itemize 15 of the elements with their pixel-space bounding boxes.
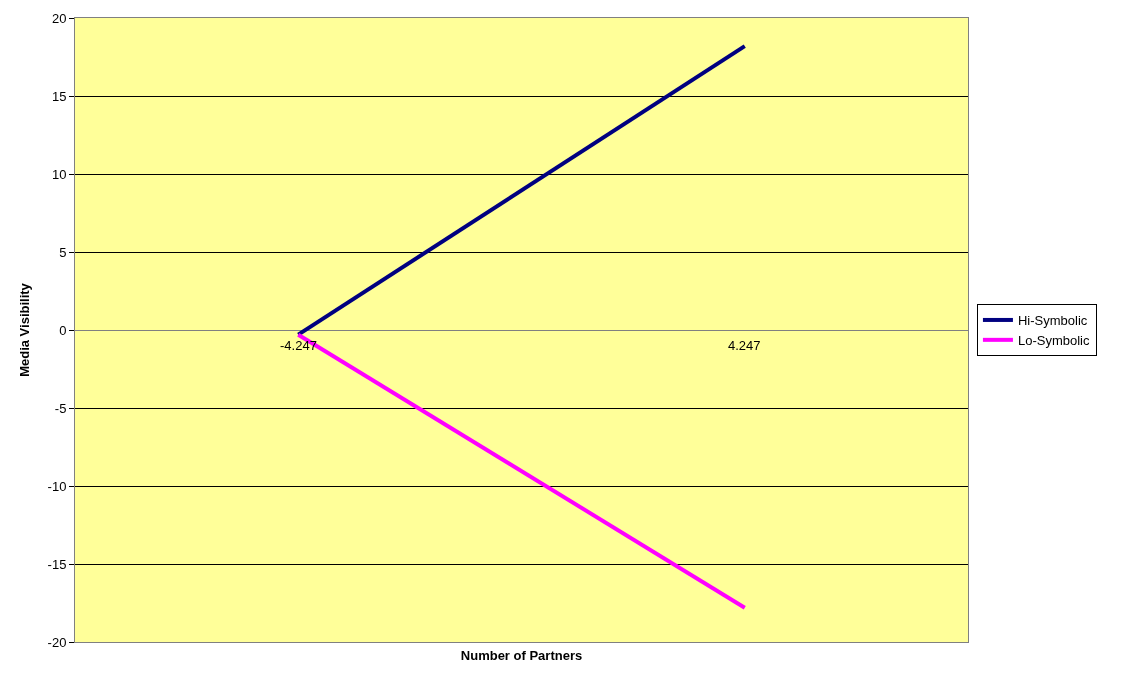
y-axis-title: Media Visibility — [16, 282, 32, 377]
y-tick-label: -20 — [47, 634, 67, 650]
x-tick-label: -4.247 — [280, 338, 317, 353]
x-tick-label: 4.247 — [728, 338, 761, 353]
y-tick-label: 15 — [51, 88, 67, 104]
legend-label: Lo-Symbolic — [1017, 332, 1090, 348]
y-tick-label: -5 — [54, 400, 67, 416]
y-tick-label: 5 — [59, 244, 67, 260]
y-tick-label: 0 — [59, 322, 67, 338]
legend-label: Hi-Symbolic — [1017, 313, 1088, 329]
x-axis-title: Number of Partners — [460, 647, 583, 663]
y-tick-label: -15 — [47, 556, 67, 572]
y-tick-label: 10 — [51, 166, 67, 182]
y-tick-label: 20 — [51, 10, 67, 26]
y-tick-label: -10 — [47, 478, 67, 494]
